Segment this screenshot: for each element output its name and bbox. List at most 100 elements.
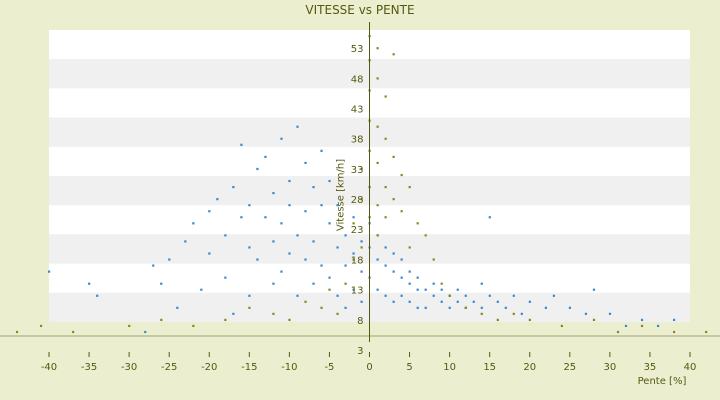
- data-point: [416, 222, 419, 225]
- data-point: [456, 288, 459, 291]
- series-olive-points: [15, 35, 708, 334]
- data-point: [440, 300, 443, 303]
- data-point: [384, 95, 387, 98]
- x-tick-label: -20: [201, 362, 217, 373]
- data-point: [312, 282, 315, 285]
- data-point: [248, 294, 251, 297]
- data-point: [592, 318, 596, 322]
- data-point: [216, 198, 219, 201]
- data-point: [656, 324, 660, 328]
- data-point: [672, 330, 676, 334]
- data-point: [360, 270, 363, 273]
- data-point: [72, 330, 75, 334]
- data-point: [392, 53, 395, 56]
- series-blue-points: [48, 125, 676, 334]
- data-point: [440, 288, 443, 291]
- data-point: [472, 300, 475, 303]
- data-point: [320, 204, 323, 207]
- data-point: [488, 216, 491, 219]
- data-point: [496, 318, 499, 322]
- y-tick-label: 28: [351, 195, 364, 206]
- data-point: [312, 240, 315, 243]
- data-point: [480, 306, 483, 309]
- data-point: [616, 330, 620, 334]
- data-point: [280, 222, 283, 225]
- data-point: [376, 125, 379, 128]
- data-point: [552, 294, 555, 297]
- data-point: [256, 258, 259, 261]
- data-point: [480, 282, 483, 285]
- data-point: [15, 330, 19, 334]
- x-tick-label: -35: [81, 362, 97, 373]
- data-point: [360, 198, 363, 201]
- data-point: [296, 234, 299, 237]
- data-point: [352, 216, 355, 219]
- data-point: [424, 306, 427, 309]
- x-tick-label: 15: [483, 362, 496, 373]
- x-tick-label: -40: [41, 362, 57, 373]
- data-point: [336, 312, 339, 315]
- x-axis-label: Pente [%]: [638, 376, 687, 387]
- data-point: [296, 125, 299, 128]
- data-point: [392, 300, 395, 303]
- data-point: [504, 306, 507, 309]
- data-point: [192, 324, 195, 328]
- data-point: [376, 47, 379, 50]
- x-tick-label: -30: [121, 362, 137, 373]
- data-point: [392, 198, 395, 201]
- data-point: [272, 240, 275, 243]
- data-point: [208, 210, 211, 213]
- data-point: [344, 264, 347, 267]
- data-point: [288, 204, 291, 207]
- data-point: [400, 173, 403, 177]
- data-point: [39, 324, 43, 328]
- x-tick-label: 30: [604, 362, 617, 373]
- data-point: [456, 300, 459, 303]
- data-point: [304, 258, 307, 261]
- data-point: [344, 306, 347, 309]
- data-point: [400, 294, 403, 297]
- y-tick-label: 23: [351, 225, 364, 236]
- data-point: [288, 318, 291, 322]
- data-point: [496, 300, 499, 303]
- data-point: [352, 222, 355, 225]
- data-point: [200, 288, 203, 291]
- data-point: [376, 161, 379, 165]
- data-point: [408, 300, 411, 303]
- data-point: [376, 258, 379, 261]
- data-point: [264, 216, 267, 219]
- data-point: [464, 306, 467, 309]
- data-point: [264, 155, 267, 158]
- data-point: [344, 234, 347, 237]
- x-tick-label: 20: [523, 362, 536, 373]
- data-point: [224, 234, 227, 237]
- data-point: [360, 167, 363, 171]
- data-point: [336, 246, 339, 249]
- data-point: [440, 282, 443, 285]
- data-point: [328, 276, 331, 279]
- data-point: [296, 294, 299, 297]
- x-tick-label: 40: [684, 362, 697, 373]
- data-point: [408, 185, 411, 189]
- data-point: [416, 276, 419, 279]
- data-point: [512, 312, 515, 315]
- data-point: [448, 294, 451, 297]
- data-point: [568, 306, 572, 309]
- data-point: [384, 246, 387, 249]
- data-point: [304, 161, 307, 165]
- data-point: [512, 294, 515, 297]
- y-tick-label: 38: [351, 135, 364, 146]
- data-point: [424, 288, 427, 291]
- data-point: [336, 294, 339, 297]
- data-point: [224, 318, 227, 322]
- data-point: [408, 270, 411, 273]
- x-tick-label: -10: [281, 362, 297, 373]
- data-point: [432, 258, 435, 261]
- data-point: [640, 324, 644, 328]
- data-point: [160, 318, 163, 322]
- data-point: [480, 312, 483, 315]
- data-point: [488, 294, 491, 297]
- axis-ticks: -40 -35 -30 -25 -20 -15 -10 -5 0 5 10 15 20 25 30 35 40 3…: [0, 44, 720, 373]
- y-axis-label: Vitesse [km/h]: [336, 159, 347, 231]
